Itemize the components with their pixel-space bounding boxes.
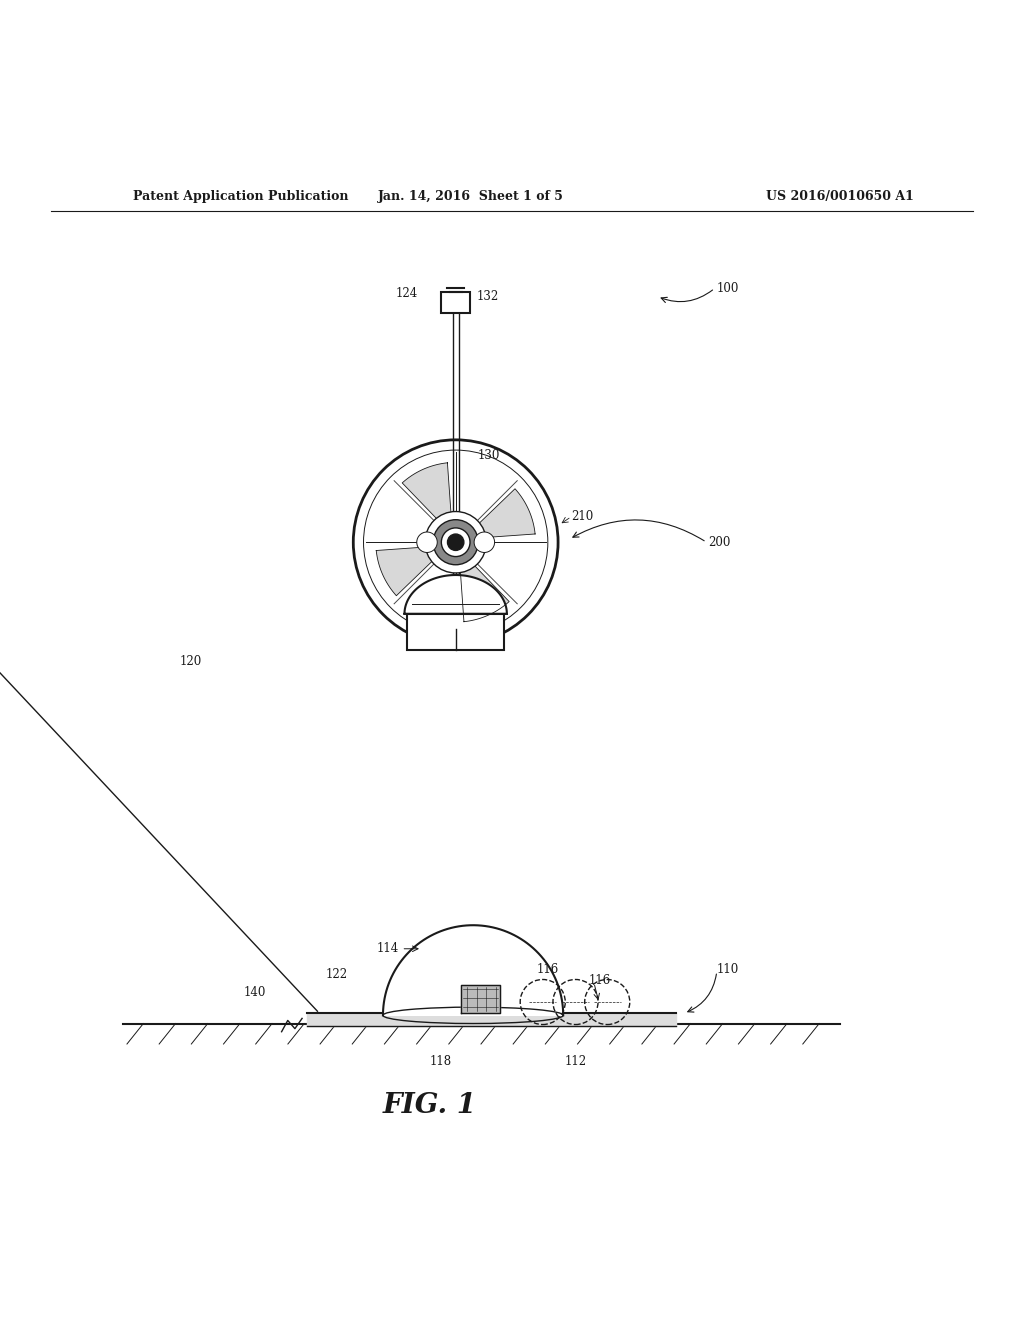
Text: 114: 114 — [377, 942, 399, 956]
FancyBboxPatch shape — [408, 614, 505, 649]
Text: Patent Application Publication: Patent Application Publication — [133, 190, 348, 203]
Polygon shape — [461, 985, 500, 1014]
Text: 124: 124 — [395, 286, 418, 300]
Polygon shape — [404, 576, 507, 614]
Circle shape — [441, 528, 470, 557]
Text: 210: 210 — [571, 510, 594, 523]
Polygon shape — [460, 560, 509, 622]
Polygon shape — [402, 463, 452, 524]
Text: 200: 200 — [709, 536, 731, 549]
Text: 122: 122 — [326, 968, 348, 981]
Text: FIG. 1: FIG. 1 — [383, 1092, 477, 1119]
Text: 116: 116 — [537, 962, 559, 975]
Text: 140: 140 — [244, 986, 266, 999]
Circle shape — [447, 535, 464, 550]
Text: 132: 132 — [476, 290, 499, 304]
Text: 134: 134 — [477, 593, 500, 605]
Polygon shape — [383, 925, 563, 1015]
Text: US 2016/0010650 A1: US 2016/0010650 A1 — [766, 190, 913, 203]
Polygon shape — [474, 488, 536, 539]
Circle shape — [425, 512, 486, 573]
Circle shape — [474, 532, 495, 553]
FancyBboxPatch shape — [441, 293, 470, 313]
Text: 116: 116 — [589, 974, 611, 987]
Circle shape — [433, 520, 478, 565]
Text: 112: 112 — [564, 1055, 587, 1068]
Text: 100: 100 — [717, 281, 739, 294]
Polygon shape — [307, 1014, 676, 1026]
Text: 130: 130 — [477, 449, 500, 462]
Text: 118: 118 — [429, 1055, 452, 1068]
Circle shape — [417, 532, 437, 553]
Text: Jan. 14, 2016  Sheet 1 of 5: Jan. 14, 2016 Sheet 1 of 5 — [378, 190, 564, 203]
Polygon shape — [376, 546, 437, 595]
Text: 120: 120 — [179, 655, 202, 668]
Text: 110: 110 — [717, 962, 739, 975]
